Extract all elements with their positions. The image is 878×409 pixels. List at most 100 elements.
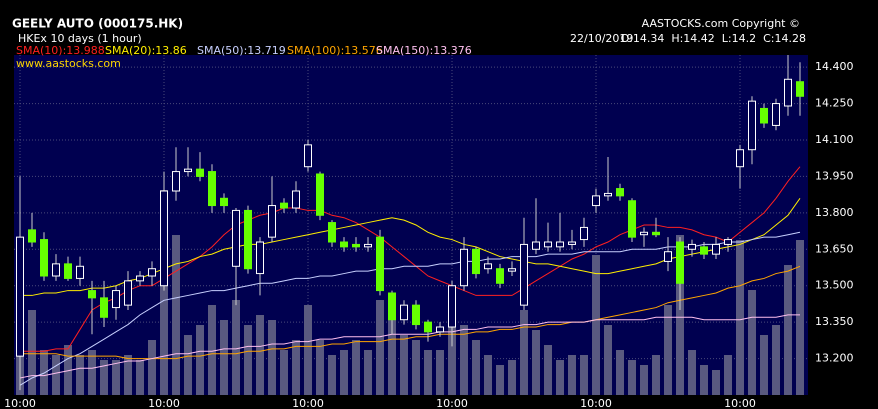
volume-bar xyxy=(400,335,408,395)
volume-bar xyxy=(160,190,168,395)
candle-body xyxy=(280,202,288,209)
chart-title: GEELY AUTO (000175.HK) xyxy=(12,17,183,31)
volume-bar xyxy=(292,340,300,395)
volume-bar xyxy=(532,330,540,395)
volume-bar xyxy=(484,355,492,395)
candle-body xyxy=(64,263,72,279)
candle-body xyxy=(664,251,672,262)
candle-body xyxy=(40,239,48,277)
candle-body xyxy=(124,280,132,306)
candle-body xyxy=(364,243,372,248)
legend-label: SMA(100):13.576 xyxy=(287,44,383,57)
candle-body xyxy=(496,268,504,284)
y-tick-label: 13.950 xyxy=(815,169,854,182)
volume-bar xyxy=(628,360,636,395)
volume-bar xyxy=(376,300,384,395)
volume-bar xyxy=(736,240,744,395)
candle-body xyxy=(376,236,384,292)
candle-body xyxy=(424,321,432,333)
candle-body xyxy=(736,149,744,168)
candle-body xyxy=(676,241,684,284)
volume-bar xyxy=(88,350,96,395)
candle-body xyxy=(544,241,552,248)
x-tick-label: 10:00 xyxy=(724,397,756,409)
volume-bar xyxy=(76,355,84,395)
candle-body xyxy=(748,100,756,151)
y-tick-label: 14.100 xyxy=(815,133,854,146)
volume-bar xyxy=(352,340,360,395)
quote: O:14.34 H:14.42 L:14.2 C:14.28 xyxy=(621,32,806,45)
volume-bar xyxy=(652,355,660,395)
volume-bar xyxy=(208,305,216,395)
volume-bar xyxy=(568,355,576,395)
y-tick-label: 14.250 xyxy=(815,97,854,110)
volume-bar xyxy=(724,355,732,395)
x-tick-label: 10:00 xyxy=(292,397,324,409)
plot-area xyxy=(14,55,808,395)
volume-bar xyxy=(784,265,792,395)
volume-bar xyxy=(700,365,708,395)
legend-label: SMA(150):13.376 xyxy=(376,44,472,57)
y-tick-label: 13.800 xyxy=(815,206,854,219)
volume-bar xyxy=(604,325,612,395)
legend-label: SMA(50):13.719 xyxy=(197,44,286,57)
candle-body xyxy=(412,304,420,326)
volume-bar xyxy=(304,305,312,395)
volume-bar xyxy=(364,350,372,395)
volume-bar xyxy=(124,355,132,395)
volume-bar xyxy=(136,360,144,395)
candle-body xyxy=(148,268,156,277)
subtitle: HKEx 10 days (1 hour) xyxy=(18,32,142,45)
candle-body xyxy=(784,78,792,107)
candle-body xyxy=(100,297,108,318)
candle-body xyxy=(532,241,540,250)
volume-bar xyxy=(760,335,768,395)
volume-bar xyxy=(268,320,276,395)
y-tick-label: 13.650 xyxy=(815,242,854,255)
candle-body xyxy=(88,290,96,299)
candle-body xyxy=(328,222,336,243)
volume-bar xyxy=(328,355,336,395)
volume-bar xyxy=(544,345,552,395)
volume-bar xyxy=(172,235,180,395)
candle-body xyxy=(580,226,588,241)
candle-body xyxy=(340,241,348,248)
candle-body xyxy=(688,243,696,250)
candle-body xyxy=(388,292,396,321)
volume-bar xyxy=(112,360,120,395)
volume-bar xyxy=(220,320,228,395)
volume-bar xyxy=(184,335,192,395)
volume-bar xyxy=(424,350,432,395)
legend-label: SMA(20):13.86 xyxy=(105,44,187,57)
date: 22/10/2019 xyxy=(570,32,633,45)
candle-body xyxy=(220,197,228,207)
candle-body xyxy=(628,200,636,238)
candle-body xyxy=(256,241,264,275)
x-tick-label: 10:00 xyxy=(580,397,612,409)
x-tick-label: 10:00 xyxy=(4,397,36,409)
candle-body xyxy=(760,107,768,124)
candle-body xyxy=(112,290,120,309)
volume-bar xyxy=(676,235,684,395)
candle-body xyxy=(16,236,24,357)
candle-body xyxy=(448,285,456,328)
volume-bar xyxy=(520,310,528,395)
candle-body xyxy=(556,241,564,248)
volume-bar xyxy=(28,310,36,395)
x-tick-label: 10:00 xyxy=(436,397,468,409)
candle-body xyxy=(436,326,444,333)
volume-bar xyxy=(580,355,588,395)
candle-body xyxy=(136,275,144,282)
volume-bar xyxy=(316,340,324,395)
y-tick-label: 13.350 xyxy=(815,315,854,328)
y-tick-label: 13.500 xyxy=(815,279,854,292)
candle-body xyxy=(184,168,192,173)
candle-body xyxy=(520,243,528,306)
volume-bar xyxy=(196,325,204,395)
volume-bar xyxy=(616,350,624,395)
volume-bar xyxy=(796,240,804,395)
volume-bar xyxy=(436,350,444,395)
candle-body xyxy=(232,209,240,267)
volume-bar xyxy=(64,345,72,395)
